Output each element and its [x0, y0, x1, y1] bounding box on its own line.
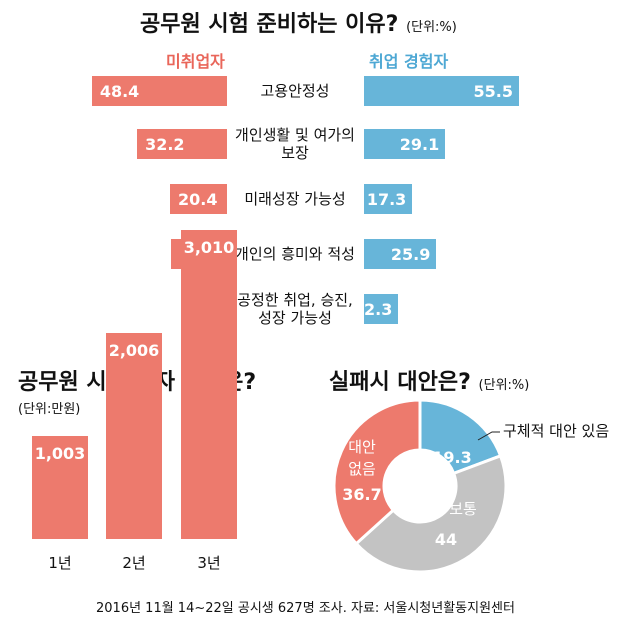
chart3-title-text: 실패시 대안은?	[329, 370, 471, 395]
cost-x-label: 1년	[48, 554, 72, 572]
donut-slice	[332, 398, 422, 546]
donut-external-label: 구체적 대안 있음	[503, 422, 609, 440]
cost-x-label: 2년	[122, 554, 146, 572]
donut-slice-label: 없음	[348, 460, 376, 478]
cost-bar-value: 1,003	[34, 444, 86, 463]
cost-x-label: 3년	[197, 554, 221, 572]
footer-source: 2016년 11월 14~22일 공시생 627명 조사. 자료: 서울시청년활…	[96, 601, 515, 616]
bar-employed-value: 55.5	[473, 82, 513, 101]
bar-unemployed-value: 48.4	[99, 82, 140, 101]
legend-unemployed: 미취업자	[166, 52, 225, 71]
bar-employed: 25.9	[364, 239, 437, 269]
category-label: 고용안정성	[260, 82, 330, 100]
donut-value-label: 36.7	[342, 485, 381, 504]
cost-bar-value: 3,010	[183, 237, 235, 257]
chart1-title: 공무원 시험 준비하는 이유? (단위:%)	[140, 6, 457, 38]
bar-employed: 29.1	[364, 129, 446, 159]
donut-slice-label: 보통	[449, 500, 477, 518]
bar-unemployed: 48.4	[91, 76, 227, 106]
category-label: 미래성장 가능성	[244, 190, 346, 208]
legend-employed: 취업 경험자	[369, 52, 449, 71]
category-label: 개인의 흥미와 적성	[235, 245, 355, 263]
bar-employed-value: 25.9	[390, 245, 431, 264]
cost-bar-value: 2,006	[108, 341, 160, 360]
bar-employed-value: 17.3	[366, 190, 407, 209]
donut-slice-label: 대안	[348, 438, 376, 456]
cost-bar: 2,006	[106, 333, 162, 539]
cost-bar: 3,010	[181, 229, 237, 539]
bar-employed-value: 29.1	[399, 135, 440, 154]
chart2-unit: (단위:만원)	[18, 402, 81, 417]
bar-unemployed-value: 20.4	[178, 190, 218, 209]
donut-slice	[418, 398, 503, 476]
chart1-title-text: 공무원 시험 준비하는 이유?	[140, 12, 399, 37]
chart1-unit: (단위:%)	[406, 20, 457, 35]
donut-slice	[354, 453, 508, 574]
bar-employed: 12.3	[353, 294, 399, 324]
donut-value-label: 19.3	[432, 448, 471, 467]
bar-employed-value: 12.3	[352, 300, 393, 319]
bar-unemployed: 32.2	[137, 129, 227, 159]
chart3-title: 실패시 대안은? (단위:%)	[329, 364, 529, 396]
chart3-unit: (단위:%)	[478, 378, 530, 393]
category-label: 공정한 취업, 승진, 성장 가능성	[237, 291, 353, 327]
leader-line	[477, 431, 500, 441]
donut-value-label: 44	[435, 530, 457, 549]
bar-unemployed-value: 32.2	[145, 135, 185, 154]
bar-unemployed: 20.4	[170, 184, 227, 214]
category-label: 개인생활 및 여가의 보장	[235, 126, 355, 162]
bar-employed: 17.3	[364, 184, 413, 214]
cost-bar: 1,003	[32, 436, 88, 539]
bar-employed: 55.5	[364, 76, 519, 106]
